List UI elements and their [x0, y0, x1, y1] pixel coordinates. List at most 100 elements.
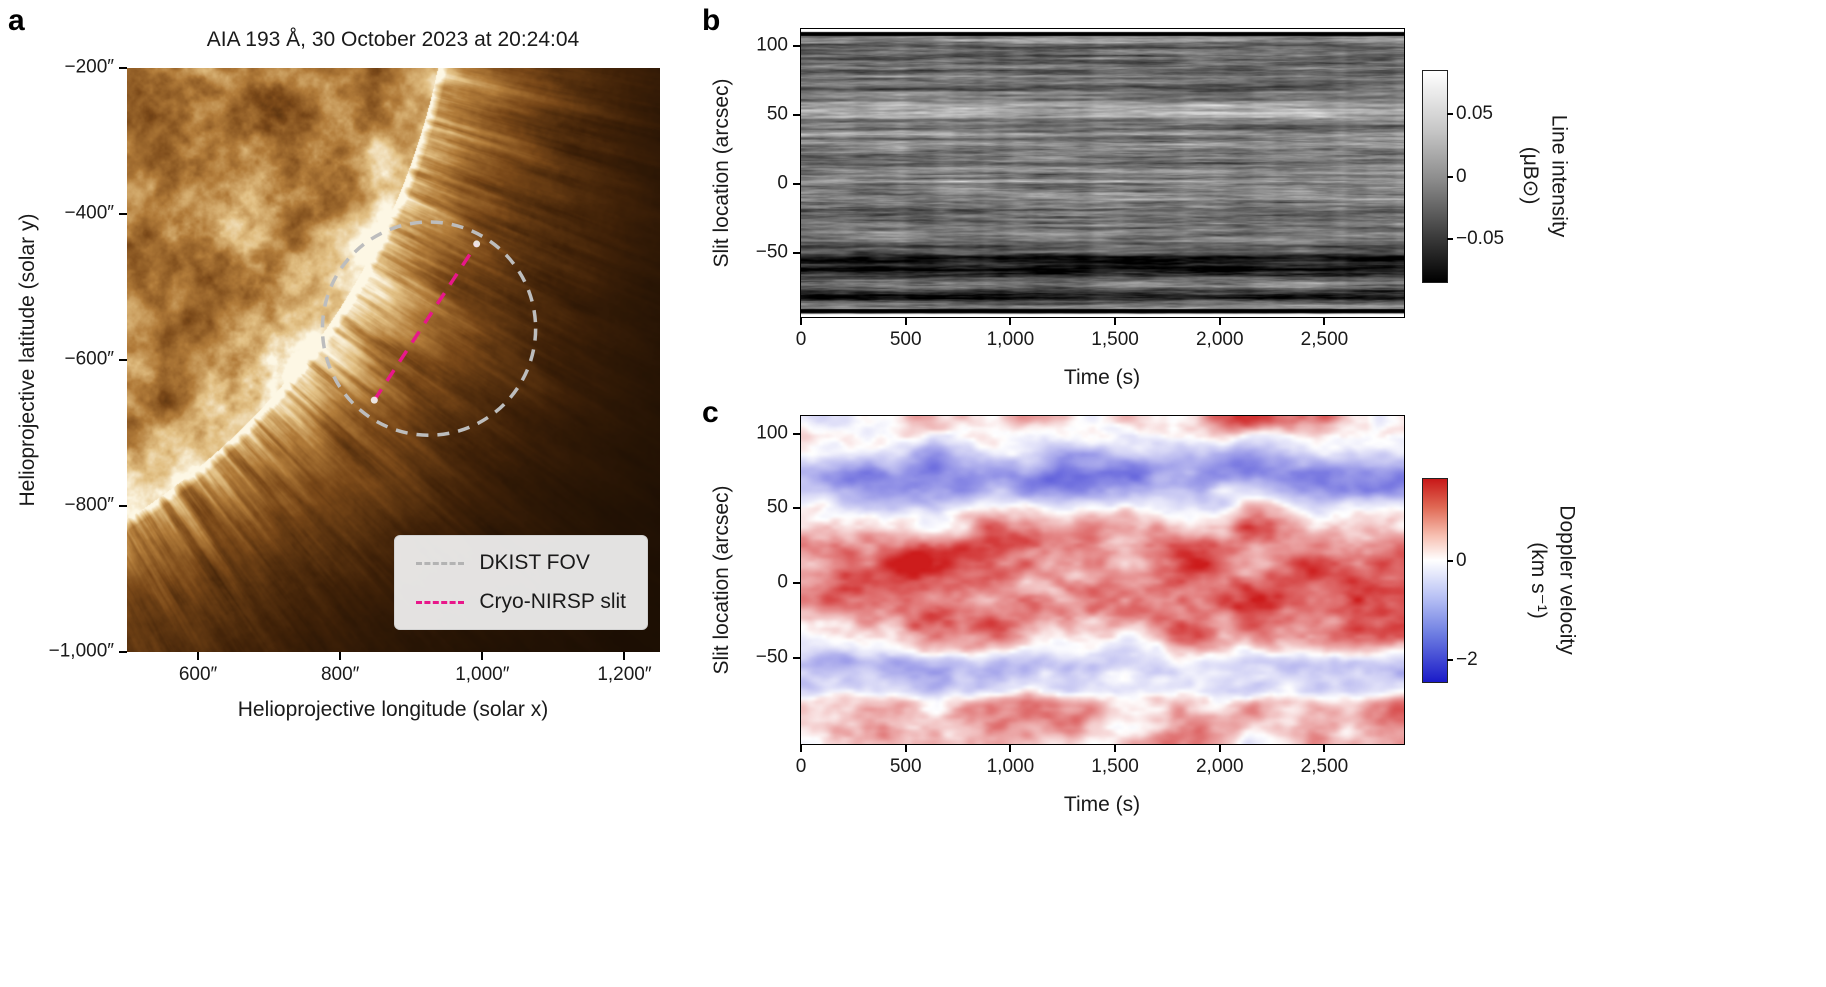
panel-c-xlabel: Time (s): [1063, 793, 1141, 816]
y-tick-mark: [119, 651, 127, 653]
x-tick-label: 2,500: [1300, 329, 1349, 350]
panel-a-xlabel: Helioprojective longitude (solar x): [237, 698, 549, 721]
x-tick-label: 1,500: [1091, 329, 1139, 350]
x-tick-label: 800″: [320, 664, 360, 685]
x-tick-mark: [1218, 317, 1221, 325]
y-tick-label: −600″: [64, 348, 114, 370]
x-tick-label: 1,000″: [455, 664, 510, 685]
x-tick-label: 600″: [178, 664, 218, 685]
legend-label-dkist-fov: DKIST FOV: [479, 551, 590, 574]
y-tick-mark: [119, 213, 127, 215]
panel-b-letter: b: [702, 4, 721, 37]
line-intensity-colorbar-label-line2: (μB⊙): [1519, 147, 1542, 205]
panel-c-ylabel: Slit location (arcsec): [710, 485, 733, 675]
panel-a-ylabel: Helioprojective latitude (solar y): [16, 213, 39, 507]
panel-c-letter: c: [702, 396, 719, 429]
x-tick-label: 500: [889, 329, 922, 350]
panel-b-ylabel: Slit location (arcsec): [710, 78, 733, 268]
panel-a-title: AIA 193 Å, 30 October 2023 at 20:24:04: [206, 28, 580, 51]
slit-endpoint-dot: [370, 396, 378, 404]
y-tick-mark: [793, 183, 801, 186]
x-tick-mark: [623, 652, 626, 660]
x-tick-label: 0: [795, 756, 807, 777]
panel-b-plot: 0 500 1,000 1,500 2,000 2,500 100 50 0 −50: [756, 28, 1405, 350]
y-tick-label: 0: [777, 571, 788, 593]
colorbar-tick-mark: [1447, 237, 1453, 240]
x-tick-label: 0: [795, 329, 807, 350]
y-tick-mark: [119, 67, 127, 69]
doppler-velocity-colorbar-label: Doppler velocity (km s⁻¹): [1524, 505, 1581, 654]
x-tick-label: 1,200″: [597, 664, 652, 685]
y-tick-label: −50: [755, 241, 788, 263]
panel-a-plot: DKIST FOV Cryo-NIRSP slit 600″ 800″ 1,000″…: [49, 57, 660, 685]
colorbar-tick-mark: [1447, 559, 1453, 562]
colorbar-tick-mark: [1447, 175, 1453, 178]
doppler-velocity-colorbar: 0 −2: [1422, 478, 1478, 683]
y-tick-label: 100: [756, 34, 788, 56]
legend: DKIST FOV Cryo-NIRSP slit: [394, 535, 648, 630]
x-tick-label: 1,000: [986, 329, 1035, 350]
x-tick-label: 1,500: [1091, 756, 1139, 777]
x-tick-mark: [197, 652, 200, 660]
y-tick-label: 50: [766, 103, 788, 125]
y-tick-label: 0: [777, 172, 788, 194]
x-tick-mark: [904, 744, 907, 752]
x-tick-mark: [1218, 744, 1221, 752]
colorbar-tick-label: 0.05: [1456, 103, 1493, 125]
legend-label-cryo-nirsp-slit: Cryo-NIRSP slit: [479, 590, 626, 613]
colorbar-tick-label: −0.05: [1456, 227, 1505, 249]
x-tick-mark: [1114, 317, 1117, 325]
panel-a-letter: a: [8, 4, 25, 37]
panel-b-xlabel: Time (s): [1063, 366, 1141, 389]
line-intensity-colorbar: 0.05 0 −0.05: [1422, 70, 1504, 283]
y-tick-mark: [793, 44, 801, 47]
doppler-velocity-map: [801, 416, 1404, 744]
x-tick-label: 2,000: [1195, 756, 1244, 777]
y-tick-label: −200″: [64, 56, 114, 78]
y-tick-mark: [119, 505, 127, 507]
y-tick-mark: [119, 359, 127, 361]
x-tick-mark: [339, 652, 342, 660]
cryo-nirsp-slit-line: [372, 242, 479, 402]
colorbar-tick-mark: [1447, 113, 1453, 116]
line-intensity-map: [801, 29, 1404, 317]
x-tick-mark: [904, 317, 907, 325]
x-tick-label: 2,000: [1195, 329, 1244, 350]
x-tick-mark: [1323, 317, 1326, 325]
slit-endpoint-dot: [473, 240, 481, 248]
line-intensity-colorbar-label: Line intensity (μB⊙): [1516, 115, 1573, 238]
panel-a-annotations: [320, 220, 538, 437]
colorbar-tick-mark: [1447, 658, 1453, 661]
y-tick-label: −400″: [64, 202, 114, 224]
y-tick-label: −800″: [64, 494, 114, 516]
panel-c-plot: 0 500 1,000 1,500 2,000 2,500 100 50 0 −50: [756, 415, 1405, 777]
dkist-fov-circle: [320, 220, 538, 437]
x-tick-mark: [1009, 744, 1012, 752]
x-tick-mark: [1114, 744, 1117, 752]
x-tick-mark: [1009, 317, 1012, 325]
y-tick-label: −1,000″: [48, 640, 114, 662]
y-tick-mark: [793, 113, 801, 116]
y-tick-mark: [793, 252, 801, 255]
line-intensity-colorbar-label-line1: Line intensity: [1547, 114, 1571, 238]
x-tick-mark: [800, 317, 802, 325]
legend-item-cryo-nirsp-slit: Cryo-NIRSP slit: [416, 590, 626, 614]
x-tick-label: 2,500: [1300, 756, 1349, 777]
y-tick-mark: [793, 432, 801, 435]
cryo-nirsp-slit-dash-sample: [416, 600, 465, 604]
x-tick-mark: [800, 744, 802, 752]
y-tick-mark: [793, 581, 801, 584]
colorbar-tick-label: −2: [1456, 648, 1478, 670]
y-tick-label: 50: [766, 496, 788, 518]
dkist-fov-dash-sample: [416, 561, 465, 565]
y-tick-label: 100: [756, 422, 788, 444]
x-tick-mark: [1323, 744, 1326, 752]
doppler-velocity-colorbar-label-line2: (km s⁻¹): [1527, 541, 1550, 619]
x-tick-label: 500: [889, 756, 922, 777]
x-tick-label: 1,000: [986, 756, 1035, 777]
colorbar-tick-label: 0: [1456, 165, 1467, 187]
y-tick-mark: [793, 507, 801, 510]
x-tick-mark: [481, 652, 484, 660]
y-tick-mark: [793, 656, 801, 659]
